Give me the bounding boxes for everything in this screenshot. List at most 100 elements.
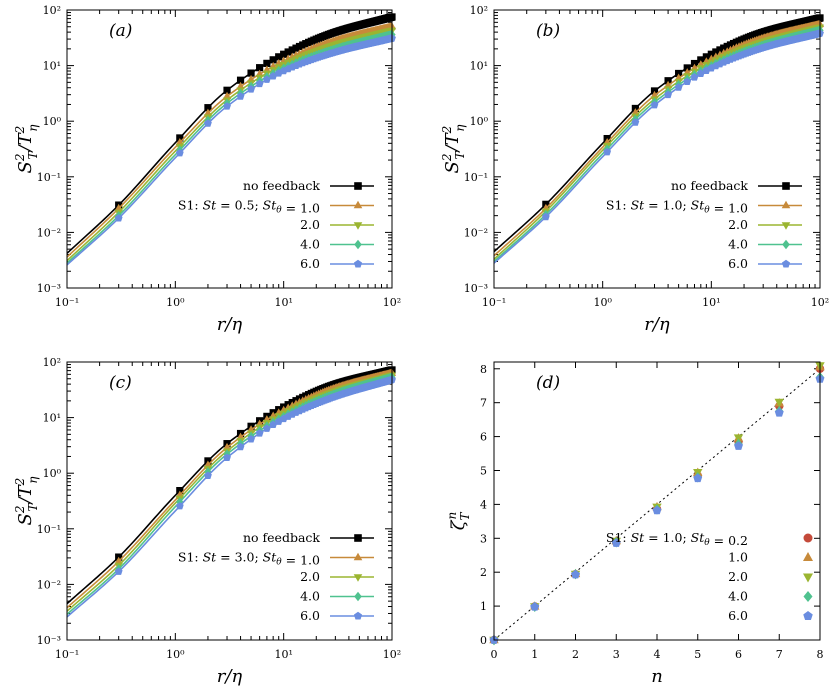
series-line bbox=[493, 32, 821, 264]
legend-marker bbox=[353, 259, 363, 268]
series-line bbox=[66, 33, 393, 264]
legend-marker bbox=[354, 239, 362, 250]
reference-line bbox=[493, 368, 821, 641]
data-point bbox=[247, 435, 255, 443]
legend-marker bbox=[781, 222, 791, 230]
legend-marker bbox=[353, 552, 363, 561]
plot-frame bbox=[66, 9, 393, 289]
legend: no feedback S1: St = 3.0; Stθ = 1.02.0 4.0… bbox=[178, 530, 374, 623]
y-tick-label: 10⁻² bbox=[464, 226, 488, 239]
plot-frame bbox=[493, 361, 821, 641]
data-point bbox=[263, 59, 271, 67]
legend-label: S1: St = 3.0; Stθ = 1.0 bbox=[178, 550, 320, 568]
legend-marker bbox=[803, 611, 813, 621]
data-point bbox=[269, 56, 277, 64]
data-point bbox=[284, 48, 292, 56]
legend-label: 4.0 bbox=[300, 589, 320, 604]
data-point bbox=[690, 59, 699, 68]
data-point bbox=[236, 432, 245, 440]
series-0 bbox=[66, 13, 396, 254]
y-tick-label: 10² bbox=[43, 4, 61, 17]
y-tick-label: 5 bbox=[480, 464, 487, 477]
legend-marker bbox=[782, 182, 790, 190]
legend-marker bbox=[781, 259, 791, 268]
data-point bbox=[707, 50, 715, 58]
series-1 bbox=[493, 19, 825, 257]
x-tick-label: 10² bbox=[383, 296, 401, 309]
legend-label: 2.0 bbox=[728, 217, 748, 232]
legend-label: 2.0 bbox=[300, 569, 320, 584]
data-point bbox=[222, 91, 232, 99]
data-point bbox=[631, 118, 640, 126]
y-tick-label: 10⁰ bbox=[43, 467, 62, 480]
x-axis-label: r/η bbox=[644, 314, 670, 335]
series-line bbox=[66, 374, 393, 612]
series-3 bbox=[66, 30, 396, 264]
legend-label: no feedback bbox=[243, 530, 320, 545]
legend-marker bbox=[803, 552, 813, 561]
y-tick-label: 4 bbox=[480, 498, 487, 511]
data-point bbox=[255, 429, 264, 437]
data-point bbox=[223, 102, 231, 110]
data-point bbox=[175, 502, 184, 510]
legend-label: S1: St = 1.0; Stθ = 1.0 bbox=[606, 198, 748, 216]
data-point bbox=[716, 46, 724, 54]
x-tick-label: 10⁻¹ bbox=[55, 296, 79, 309]
series-1 bbox=[66, 22, 397, 258]
panel-label: (d) bbox=[536, 373, 560, 393]
series-1 bbox=[489, 361, 825, 644]
chart-panel-d: 00 1 1 2 2 3 3 4 4 5 5 6 6 7 7 8 8 (d) n ζTn S1: St = 1.0; S… bbox=[445, 361, 825, 687]
y-tick-label: 10⁻¹ bbox=[464, 171, 488, 184]
x-tick-label: 10⁰ bbox=[166, 296, 185, 309]
data-point bbox=[541, 212, 550, 221]
legend-label: 2.0 bbox=[300, 217, 320, 232]
legend-label: 6.0 bbox=[300, 256, 320, 271]
data-point bbox=[696, 69, 705, 77]
panel-label: (a) bbox=[109, 21, 132, 41]
y-tick-label: 7 bbox=[480, 397, 487, 410]
y-tick-label: 10¹ bbox=[43, 412, 61, 425]
x-tick-label: 10¹ bbox=[274, 648, 292, 661]
legend-marker bbox=[353, 611, 363, 620]
data-point bbox=[247, 85, 255, 93]
data-point bbox=[571, 569, 580, 579]
chart-panel-a: 10⁻¹ 10⁰ 10¹ 10² 10⁻³ 10⁻² 10⁻¹ 10⁰ 10¹ 10² (a) r/η… bbox=[13, 4, 401, 335]
y-tick-label: 10⁻² bbox=[37, 578, 61, 591]
legend-marker bbox=[353, 222, 363, 230]
y-axis-label: S2T/T2η bbox=[440, 124, 467, 174]
legend-label: 4.0 bbox=[728, 589, 748, 604]
x-tick-label: 6 bbox=[735, 648, 742, 661]
x-tick-label: 10¹ bbox=[702, 296, 720, 309]
series-line bbox=[493, 29, 821, 263]
data-point bbox=[236, 442, 245, 451]
series-0 bbox=[493, 14, 824, 253]
panel-label: (c) bbox=[109, 373, 132, 393]
x-tick-label: 4 bbox=[654, 648, 661, 661]
data-point bbox=[114, 214, 123, 222]
series-4 bbox=[489, 374, 825, 644]
chart-panel-b: 10⁻¹ 10⁰ 10¹ 10² 10⁻³ 10⁻² 10⁻¹ 10⁰ 10¹ 10² (b) r/η… bbox=[440, 4, 829, 335]
x-axis-label: n bbox=[651, 666, 663, 687]
legend-label: 4.0 bbox=[300, 237, 320, 252]
legend-marker bbox=[353, 574, 363, 582]
legend-label: 6.0 bbox=[728, 608, 748, 623]
y-axis-label: S2T/T2η bbox=[13, 476, 40, 526]
y-tick-label: 10⁻³ bbox=[464, 282, 488, 295]
legend-label: 2.0 bbox=[728, 569, 748, 584]
x-axis-label: r/η bbox=[217, 314, 243, 335]
data-point bbox=[702, 53, 710, 61]
series-3 bbox=[66, 372, 396, 615]
x-tick-label: 0 bbox=[491, 648, 498, 661]
legend-marker bbox=[354, 534, 362, 542]
chart-panel-c: 10⁻¹ 10⁰ 10¹ 10² 10⁻³ 10⁻² 10⁻¹ 10⁰ 10¹ 10² (c) r/η… bbox=[13, 356, 401, 687]
plot-frame bbox=[66, 361, 393, 641]
y-tick-label: 10⁻² bbox=[37, 226, 61, 239]
series-line bbox=[66, 376, 393, 615]
data-point bbox=[280, 50, 288, 58]
y-tick-label: 10¹ bbox=[43, 60, 61, 73]
x-tick-label: 5 bbox=[694, 648, 701, 661]
data-point bbox=[114, 556, 123, 564]
y-axis-label: ζTn bbox=[445, 511, 472, 530]
data-point bbox=[262, 424, 271, 432]
data-point bbox=[611, 538, 621, 547]
